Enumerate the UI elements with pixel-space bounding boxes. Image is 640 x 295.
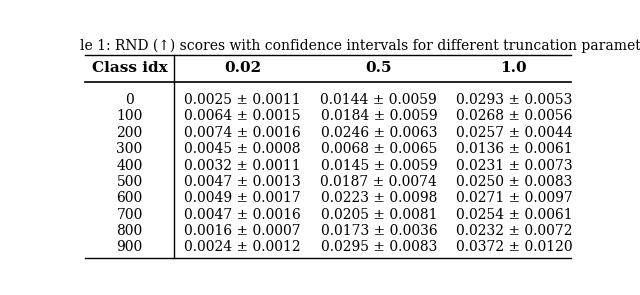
Text: 0.0257 ± 0.0044: 0.0257 ± 0.0044: [456, 126, 572, 140]
Text: 0.0049 ± 0.0017: 0.0049 ± 0.0017: [184, 191, 301, 205]
Text: 0.0025 ± 0.0011: 0.0025 ± 0.0011: [184, 93, 301, 107]
Text: 0.0136 ± 0.0061: 0.0136 ± 0.0061: [456, 142, 572, 156]
Text: 0.0254 ± 0.0061: 0.0254 ± 0.0061: [456, 208, 572, 222]
Text: 0.0205 ± 0.0081: 0.0205 ± 0.0081: [321, 208, 437, 222]
Text: 500: 500: [116, 175, 143, 189]
Text: 0.0268 ± 0.0056: 0.0268 ± 0.0056: [456, 109, 572, 124]
Text: 0.0064 ± 0.0015: 0.0064 ± 0.0015: [184, 109, 301, 124]
Text: 0.0145 ± 0.0059: 0.0145 ± 0.0059: [321, 158, 437, 173]
Text: 0.0293 ± 0.0053: 0.0293 ± 0.0053: [456, 93, 572, 107]
Text: 0.0223 ± 0.0098: 0.0223 ± 0.0098: [321, 191, 437, 205]
Text: 600: 600: [116, 191, 143, 205]
Text: 0.02: 0.02: [224, 61, 261, 75]
Text: 0.0271 ± 0.0097: 0.0271 ± 0.0097: [456, 191, 572, 205]
Text: 0.0187 ± 0.0074: 0.0187 ± 0.0074: [321, 175, 437, 189]
Text: 0.0074 ± 0.0016: 0.0074 ± 0.0016: [184, 126, 301, 140]
Text: 0.0032 ± 0.0011: 0.0032 ± 0.0011: [184, 158, 301, 173]
Text: 900: 900: [116, 240, 143, 254]
Text: 0.0047 ± 0.0013: 0.0047 ± 0.0013: [184, 175, 301, 189]
Text: 0.0295 ± 0.0083: 0.0295 ± 0.0083: [321, 240, 437, 254]
Text: 0.5: 0.5: [365, 61, 392, 75]
Text: Class idx: Class idx: [92, 61, 168, 75]
Text: 800: 800: [116, 224, 143, 238]
Text: 300: 300: [116, 142, 143, 156]
Text: 0.0016 ± 0.0007: 0.0016 ± 0.0007: [184, 224, 301, 238]
Text: 400: 400: [116, 158, 143, 173]
Text: 0.0024 ± 0.0012: 0.0024 ± 0.0012: [184, 240, 301, 254]
Text: 0.0068 ± 0.0065: 0.0068 ± 0.0065: [321, 142, 437, 156]
Text: 0: 0: [125, 93, 134, 107]
Text: 0.0184 ± 0.0059: 0.0184 ± 0.0059: [321, 109, 437, 124]
Text: 0.0144 ± 0.0059: 0.0144 ± 0.0059: [321, 93, 437, 107]
Text: 0.0047 ± 0.0016: 0.0047 ± 0.0016: [184, 208, 301, 222]
Text: 0.0232 ± 0.0072: 0.0232 ± 0.0072: [456, 224, 572, 238]
Text: 0.0045 ± 0.0008: 0.0045 ± 0.0008: [184, 142, 301, 156]
Text: 700: 700: [116, 208, 143, 222]
Text: 0.0372 ± 0.0120: 0.0372 ± 0.0120: [456, 240, 572, 254]
Text: 0.0250 ± 0.0083: 0.0250 ± 0.0083: [456, 175, 572, 189]
Text: 0.0246 ± 0.0063: 0.0246 ± 0.0063: [321, 126, 437, 140]
Text: 1.0: 1.0: [500, 61, 527, 75]
Text: 0.0173 ± 0.0036: 0.0173 ± 0.0036: [321, 224, 437, 238]
Text: 100: 100: [116, 109, 143, 124]
Text: 0.0231 ± 0.0073: 0.0231 ± 0.0073: [456, 158, 572, 173]
Text: le 1: RND (↑) scores with confidence intervals for different truncation paramet: le 1: RND (↑) scores with confidence int…: [80, 39, 640, 53]
Text: 200: 200: [116, 126, 143, 140]
